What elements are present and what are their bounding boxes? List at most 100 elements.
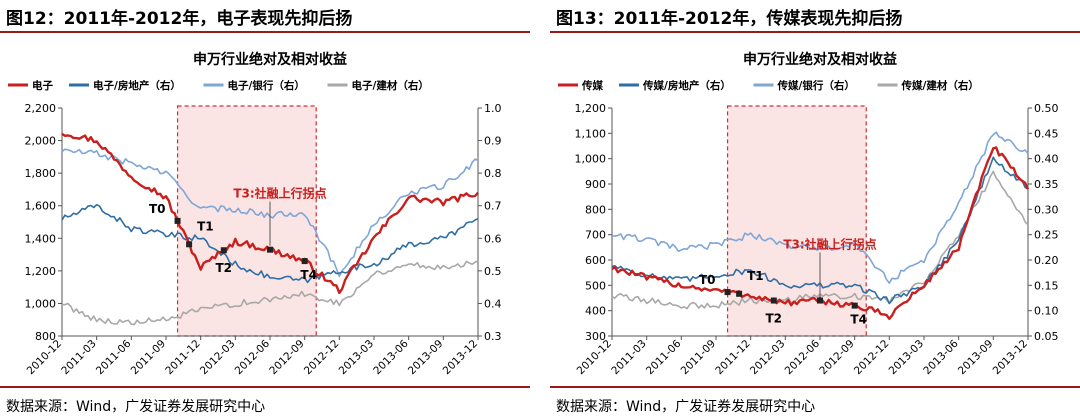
x-tick-label: 2011-12 bbox=[163, 338, 203, 378]
x-tick-label: 2011-09 bbox=[679, 338, 719, 378]
y-tick-label-left: 600 bbox=[585, 254, 606, 267]
legend-label: 传媒/银行（右） bbox=[777, 79, 855, 92]
y-tick-label-left: 900 bbox=[585, 178, 606, 191]
annotation-label: T3:社融上行拐点 bbox=[783, 237, 876, 252]
y-tick-label-left: 400 bbox=[585, 305, 606, 318]
legend-label: 电子/银行（右） bbox=[228, 79, 305, 92]
x-tick-label: 2011-03 bbox=[609, 338, 649, 378]
annotation-marker bbox=[186, 241, 193, 248]
x-tick-label: 2012-09 bbox=[267, 338, 307, 378]
x-tick-label: 2012-12 bbox=[302, 338, 342, 378]
x-tick-label: 2010-12 bbox=[575, 338, 615, 378]
highlight-period bbox=[726, 105, 867, 337]
y-tick-label-right: 0.45 bbox=[1034, 127, 1059, 140]
x-tick-label: 2013-03 bbox=[337, 338, 377, 378]
y-tick-label-right: 0.9 bbox=[484, 135, 502, 148]
y-tick-label-right: 0.30 bbox=[1034, 203, 1059, 216]
x-tick-label: 2012-06 bbox=[783, 337, 823, 377]
legend-label: 传媒 bbox=[581, 79, 603, 92]
chart-title: 申万行业绝对及相对收益 bbox=[193, 51, 347, 68]
x-tick-label: 2011-06 bbox=[644, 337, 684, 377]
y-tick-label-left: 1,600 bbox=[25, 200, 57, 213]
annotation-marker bbox=[220, 247, 227, 254]
y-tick-label-right: 0.8 bbox=[484, 167, 502, 180]
annotation-marker bbox=[851, 302, 858, 309]
x-tick-label: 2013-06 bbox=[921, 337, 961, 377]
series-line-ratio-3 bbox=[61, 260, 479, 326]
y-tick-label-right: 0.3 bbox=[484, 330, 502, 343]
chart-title: 申万行业绝对及相对收益 bbox=[743, 51, 897, 68]
annotation-label: T1 bbox=[747, 269, 764, 283]
x-tick-label: 2012-09 bbox=[817, 338, 857, 378]
annotation-label: T0 bbox=[149, 202, 166, 216]
annotation-marker bbox=[267, 246, 273, 253]
source-note: 数据来源：Wind，广发证券发展研究中心 bbox=[556, 399, 816, 415]
annotation-label: T2 bbox=[766, 312, 783, 326]
title-rule bbox=[550, 31, 1080, 33]
y-tick-label-left: 700 bbox=[585, 229, 606, 242]
x-tick-label: 2012-06 bbox=[233, 337, 273, 377]
source-note: 数据来源：Wind，广发证券发展研究中心 bbox=[6, 399, 266, 415]
title-rule bbox=[0, 31, 530, 33]
y-tick-label-left: 800 bbox=[35, 330, 56, 343]
y-tick-label-right: 0.5 bbox=[484, 265, 502, 278]
y-tick-label-left: 300 bbox=[585, 330, 606, 343]
legend-label: 电子/建材（右） bbox=[352, 79, 429, 92]
annotation-marker bbox=[301, 258, 308, 265]
annotation-label: T4 bbox=[850, 313, 867, 327]
x-tick-label: 2012-12 bbox=[852, 338, 892, 378]
y-tick-label-right: 0.6 bbox=[484, 232, 502, 245]
legend-label: 传媒/建材（右） bbox=[901, 79, 979, 92]
y-tick-label-right: 0.35 bbox=[1034, 178, 1059, 191]
x-tick-label: 2013-12 bbox=[991, 338, 1031, 378]
x-tick-label: 2011-06 bbox=[94, 337, 134, 377]
annotation-marker bbox=[174, 217, 181, 224]
y-tick-label-left: 1,800 bbox=[25, 167, 57, 180]
annotation-marker bbox=[817, 297, 823, 304]
x-tick-label: 2010-12 bbox=[25, 338, 65, 378]
y-tick-label-left: 1,000 bbox=[25, 297, 57, 310]
y-tick-label-left: 1,400 bbox=[25, 232, 57, 245]
annotation-marker bbox=[724, 289, 731, 296]
y-tick-label-left: 500 bbox=[585, 279, 606, 292]
y-tick-label-right: 0.15 bbox=[1034, 279, 1059, 292]
figure-13-panel: 图13：2011年-2012年，传媒表现先抑后扬 申万行业绝对及相对收益传媒 传媒… bbox=[550, 0, 1080, 420]
y-tick-label-left: 1,200 bbox=[575, 102, 607, 115]
y-tick-label-left: 1,200 bbox=[25, 265, 57, 278]
y-tick-label-right: 0.50 bbox=[1034, 102, 1059, 115]
figure-title: 图12：2011年-2012年，电子表现先抑后扬 bbox=[6, 9, 353, 29]
x-tick-label: 2013-12 bbox=[441, 338, 481, 378]
x-tick-label: 2012-03 bbox=[748, 338, 788, 378]
x-tick-label: 2013-03 bbox=[887, 338, 927, 378]
y-tick-label-right: 0.40 bbox=[1034, 153, 1059, 166]
y-tick-label-left: 2,200 bbox=[25, 102, 57, 115]
source-rule bbox=[0, 386, 530, 388]
x-tick-label: 2013-09 bbox=[956, 338, 996, 378]
y-tick-label-right: 0.20 bbox=[1034, 254, 1059, 267]
annotation-label: T2 bbox=[216, 261, 233, 275]
annotation-marker bbox=[770, 297, 777, 304]
figure-title: 图13：2011年-2012年，传媒表现先抑后扬 bbox=[556, 9, 903, 29]
y-tick-label-right: 0.7 bbox=[484, 200, 502, 213]
y-tick-label-left: 1,100 bbox=[575, 127, 607, 140]
legend-label: 传媒/房地产（右） bbox=[642, 79, 731, 92]
annotation-label: T4 bbox=[300, 268, 317, 282]
figure-12-panel: 图12：2011年-2012年，电子表现先抑后扬 申万行业绝对及相对收益 电子 电子… bbox=[0, 0, 530, 420]
annotation-label: T0 bbox=[699, 273, 716, 287]
y-tick-label-left: 1,000 bbox=[575, 153, 607, 166]
y-tick-label-left: 800 bbox=[585, 203, 606, 216]
x-tick-label: 2011-09 bbox=[129, 338, 169, 378]
highlight-period bbox=[176, 105, 317, 337]
x-tick-label: 2013-06 bbox=[371, 337, 411, 377]
y-tick-label-left: 2,000 bbox=[25, 135, 57, 148]
x-tick-label: 2011-12 bbox=[713, 338, 753, 378]
annotation-label: T3:社融上行拐点 bbox=[233, 186, 326, 201]
source-rule bbox=[550, 386, 1080, 388]
y-tick-label-right: 0.4 bbox=[484, 297, 502, 310]
annotation-marker bbox=[736, 290, 743, 297]
x-tick-label: 2013-09 bbox=[406, 338, 446, 378]
y-tick-label-right: 1.0 bbox=[484, 102, 502, 115]
annotation-label: T1 bbox=[197, 219, 214, 233]
x-tick-label: 2012-03 bbox=[198, 338, 238, 378]
